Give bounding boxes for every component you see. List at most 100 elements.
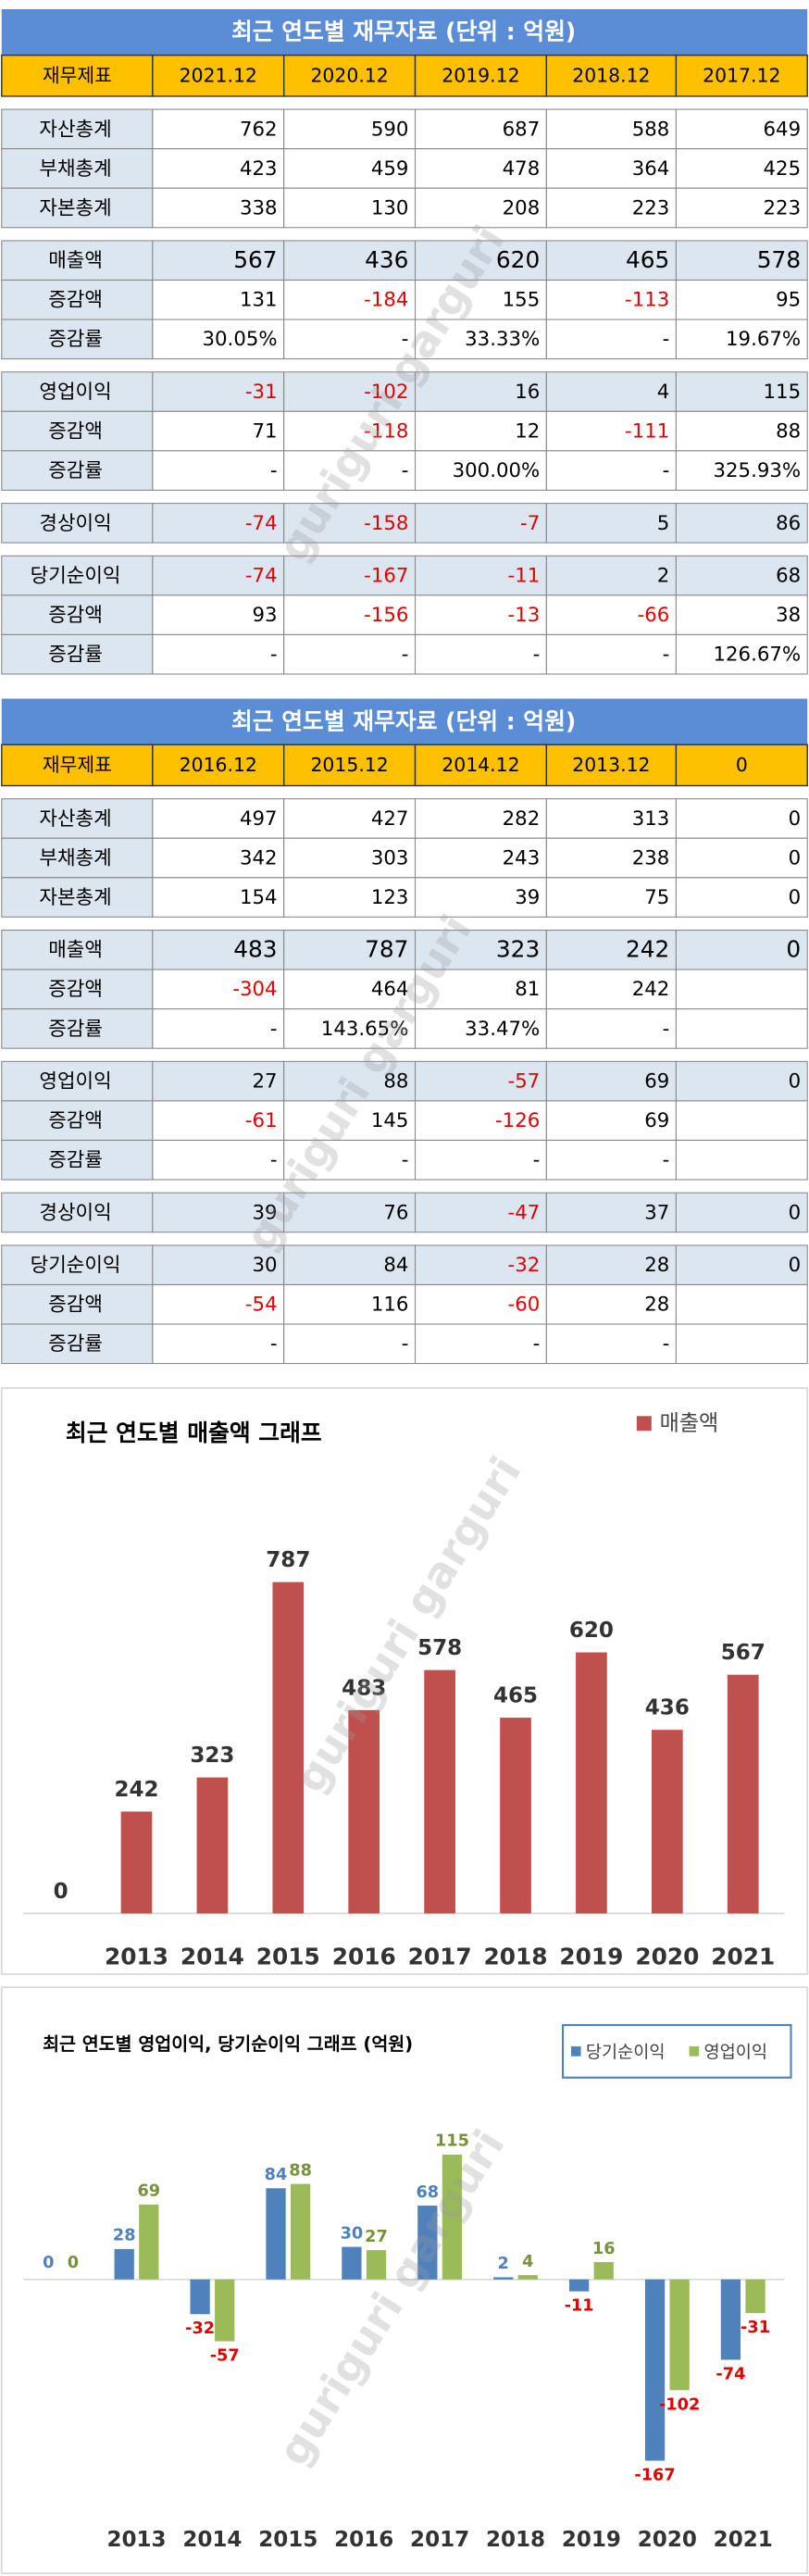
cell-value: -54 (245, 1294, 278, 1317)
cell-value: 95 (776, 289, 801, 312)
cell-value: 126.67% (714, 644, 802, 667)
cell-value: 123 (371, 886, 409, 909)
cell-value: -74 (245, 512, 278, 535)
table-cell (545, 1323, 677, 1365)
table-cell (283, 555, 417, 596)
cell-value: -304 (232, 978, 277, 1001)
data-label: 28 (113, 2227, 136, 2245)
cell-value: 155 (503, 289, 541, 312)
bar (745, 2279, 765, 2314)
table-cell (675, 108, 808, 150)
table-cell (675, 450, 808, 491)
cell-value: 238 (632, 846, 670, 869)
chart-title: 최근 연도별 영업이익, 당기순이익 그래프 (억원) (43, 2033, 413, 2055)
bar (669, 2279, 690, 2391)
table-cell (283, 1283, 417, 1325)
cell-value: - (663, 1149, 670, 1172)
cell-value: 130 (371, 196, 409, 219)
table-cell (545, 1139, 677, 1181)
table-cell (1, 240, 154, 281)
table-cell (1, 108, 154, 150)
table-cell (1, 633, 154, 675)
cell-value: 69 (644, 1109, 669, 1132)
bar (424, 1669, 455, 1914)
bar (417, 2206, 438, 2280)
bar (266, 2188, 286, 2280)
table-cell (414, 798, 547, 839)
cell-value: 37 (644, 1201, 669, 1224)
table-cell (545, 1100, 677, 1141)
cell-value: 243 (503, 846, 541, 869)
header-text: 재무제표 (43, 65, 112, 87)
cell-value: - (663, 1332, 670, 1356)
cell-value: 478 (503, 157, 541, 181)
table-cell (1, 1192, 154, 1233)
table-cell (1, 1244, 154, 1285)
cell-value: - (533, 1149, 541, 1172)
bar (727, 1674, 759, 1914)
table-cell (545, 633, 677, 675)
table-cell (545, 594, 677, 635)
cell-value: 0 (789, 807, 802, 831)
cell-value: 497 (240, 807, 278, 831)
row-label: 증감액 (48, 604, 103, 627)
row-label: 증감률 (48, 459, 103, 482)
table-cell (283, 798, 417, 839)
table-cell (152, 633, 285, 675)
table-cell (1, 371, 154, 412)
table-cell (675, 319, 808, 360)
legend-swatch (689, 2046, 700, 2057)
x-tick-label: 2018 (486, 2528, 545, 2552)
table-cell (414, 1100, 547, 1141)
data-label: 483 (342, 1676, 386, 1700)
table-cell (283, 1100, 417, 1141)
cell-value: 0 (789, 1254, 802, 1277)
table-cell (152, 594, 285, 635)
header-cell (282, 744, 417, 787)
table-cell (152, 929, 285, 970)
data-label: 16 (592, 2240, 616, 2258)
data-label: 436 (645, 1696, 690, 1720)
bar (272, 1582, 305, 1914)
row-label: 자산총계 (39, 118, 111, 141)
cell-value: 459 (371, 157, 409, 181)
cell-value: 30 (253, 1254, 278, 1277)
cell-value: - (663, 644, 670, 667)
cell-value: - (402, 328, 409, 351)
cell-value: 68 (776, 564, 801, 587)
cell-value: 131 (240, 289, 278, 312)
table-cell (414, 594, 547, 635)
header-text: 2019.12 (442, 65, 519, 87)
table-cell (1, 450, 154, 491)
cell-value: 465 (626, 246, 669, 273)
row-label: 영업이익 (39, 1070, 111, 1094)
data-label: 0 (43, 2254, 54, 2272)
cell-value: -31 (245, 381, 278, 404)
data-label: -11 (565, 2297, 594, 2316)
bar (366, 2250, 387, 2280)
data-label: 0 (54, 1880, 68, 1904)
table-cell (152, 877, 285, 918)
table-cell (152, 1008, 285, 1049)
cell-value: -66 (638, 604, 670, 627)
cell-value: 27 (253, 1070, 278, 1094)
x-tick-label: 2021 (711, 1943, 775, 1970)
cell-value: -7 (520, 512, 540, 535)
legend-box (562, 2023, 792, 2079)
table-cell (1, 319, 154, 360)
header-cell (1, 744, 154, 787)
table-cell (545, 240, 677, 281)
table-cell (152, 1244, 285, 1285)
cell-value: -61 (245, 1109, 278, 1132)
cell-value: -13 (508, 604, 541, 627)
table-cell (545, 319, 677, 360)
cell-value: 338 (240, 196, 278, 219)
table-cell (283, 633, 417, 675)
table-cell (545, 279, 677, 320)
x-tick-label: 2015 (258, 2528, 317, 2552)
row-label: 매출액 (48, 249, 103, 272)
cell-value: - (270, 459, 278, 482)
cell-value: -60 (508, 1294, 541, 1317)
bar (196, 1777, 229, 1914)
table-cell (675, 969, 808, 1010)
